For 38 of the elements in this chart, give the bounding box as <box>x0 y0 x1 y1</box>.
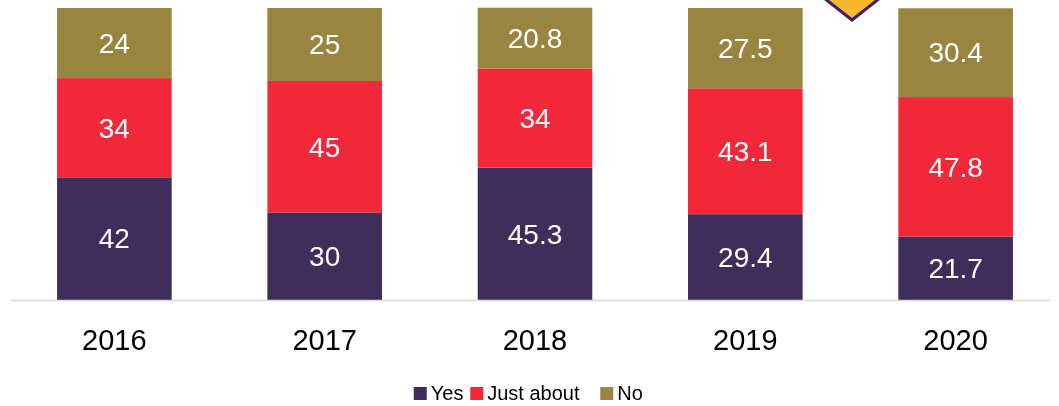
bar <box>688 88 803 215</box>
bar <box>477 7 593 69</box>
data-label: 21.7 <box>928 253 983 285</box>
x-tick-label: 2016 <box>82 324 147 356</box>
x-tick-label: 2020 <box>923 324 988 356</box>
bar <box>57 177 172 300</box>
bar <box>57 8 172 79</box>
legend-label: Yes <box>430 382 464 404</box>
x-tick-label: 2017 <box>292 324 357 356</box>
data-label: 45 <box>309 131 341 163</box>
data-label: 29.4 <box>718 241 773 273</box>
bar <box>57 78 172 178</box>
data-label: 34 <box>98 112 130 144</box>
legend-label: No <box>617 382 643 404</box>
bar <box>267 212 382 300</box>
data-label: 43.1 <box>718 136 773 168</box>
data-label: 47.8 <box>928 151 983 183</box>
bar <box>477 68 593 168</box>
bar <box>688 214 803 300</box>
bar <box>898 8 1013 98</box>
data-label: 27.5 <box>718 32 773 64</box>
x-tick-label: 2019 <box>713 324 778 356</box>
data-label: 20.8 <box>507 22 563 54</box>
x-tick-label: 2018 <box>502 324 568 356</box>
bar <box>267 8 382 81</box>
bar <box>898 97 1013 237</box>
bar <box>267 81 382 213</box>
data-label: 30.4 <box>928 37 983 69</box>
bar <box>477 167 593 300</box>
legend-label: Just about <box>487 382 580 404</box>
data-label: 25 <box>309 29 341 61</box>
data-label: 42 <box>98 223 130 255</box>
data-label: 24 <box>98 27 130 59</box>
data-label: 45.3 <box>507 218 563 250</box>
bar <box>898 236 1013 300</box>
bar <box>688 8 803 89</box>
data-label: 34 <box>519 102 551 134</box>
data-label: 30 <box>309 241 341 272</box>
